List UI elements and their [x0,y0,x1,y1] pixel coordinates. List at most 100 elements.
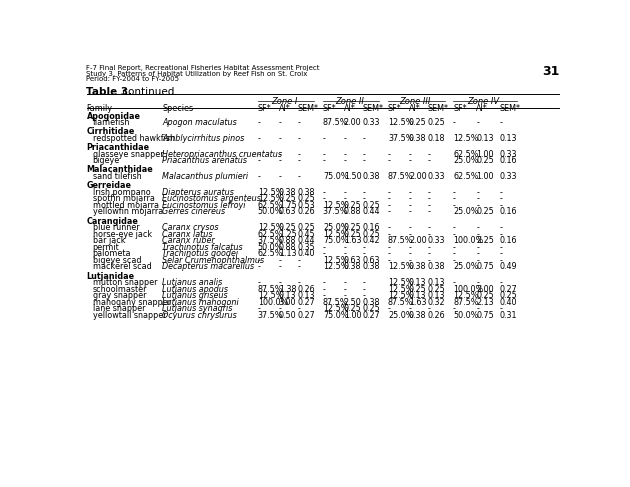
Text: 12.5%: 12.5% [323,304,348,314]
Text: -: - [409,150,412,159]
Text: 0.13: 0.13 [278,291,296,300]
Text: Study 3, Patterns of Habitat Utilization by Reef Fish on St. Croix: Study 3, Patterns of Habitat Utilization… [86,71,308,77]
Text: -: - [297,304,300,314]
Text: -: - [278,118,282,127]
Text: -: - [258,278,261,287]
Text: -: - [258,156,261,165]
Text: 0.38: 0.38 [409,262,427,271]
Text: mutton snapper: mutton snapper [93,278,158,287]
Text: 1.63: 1.63 [409,298,427,307]
Text: -: - [258,262,261,271]
Text: -: - [297,150,300,159]
Text: -: - [344,278,346,287]
Text: 0.38: 0.38 [409,311,427,320]
Text: 1.25: 1.25 [278,230,297,239]
Text: 62.5%: 62.5% [258,201,284,210]
Text: -: - [409,223,412,232]
Text: 0.18: 0.18 [428,134,445,143]
Text: 0.33: 0.33 [428,236,445,245]
Text: 2.00: 2.00 [476,285,494,294]
Text: Table 3.: Table 3. [86,87,133,97]
Text: -: - [453,304,456,314]
Text: -: - [323,249,326,259]
Text: 0.33: 0.33 [362,118,380,127]
Text: -: - [323,194,326,204]
Text: 62.5%: 62.5% [453,150,479,159]
Text: -: - [453,256,456,265]
Text: 0.16: 0.16 [500,236,517,245]
Text: -: - [297,118,300,127]
Text: glasseye snapper: glasseye snapper [93,150,163,159]
Text: 0.33: 0.33 [428,172,445,181]
Text: -: - [428,188,430,197]
Text: -: - [500,243,503,252]
Text: -: - [476,118,479,127]
Text: SF*: SF* [453,104,467,113]
Text: -: - [500,118,503,127]
Text: bar jack: bar jack [93,236,125,245]
Text: SEM*: SEM* [297,104,318,113]
Text: 25.0%: 25.0% [323,223,348,232]
Text: Lutjanus synagris: Lutjanus synagris [163,304,233,314]
Text: -: - [297,156,300,165]
Text: -: - [409,304,412,314]
Text: 75.0%: 75.0% [323,311,348,320]
Text: -: - [388,230,391,239]
Text: Eucinostomus argenteus: Eucinostomus argenteus [163,194,261,204]
Text: 0.88: 0.88 [278,236,296,245]
Text: -: - [362,278,365,287]
Text: continued.: continued. [119,87,178,97]
Text: -: - [500,188,503,197]
Text: 1.38: 1.38 [278,285,296,294]
Text: -: - [258,256,261,265]
Text: 0.25: 0.25 [428,285,445,294]
Text: 12.5%: 12.5% [323,201,348,210]
Text: -: - [388,188,391,197]
Text: 50.0%: 50.0% [258,207,283,216]
Text: 0.44: 0.44 [362,207,380,216]
Text: 0.27: 0.27 [297,311,315,320]
Text: 0.16: 0.16 [500,207,517,216]
Text: -: - [297,262,300,271]
Text: sand tilefish: sand tilefish [93,172,141,181]
Text: 0.33: 0.33 [500,150,517,159]
Text: 0.38: 0.38 [297,188,315,197]
Text: 0.25: 0.25 [344,230,362,239]
Text: -: - [258,150,261,159]
Text: -: - [323,243,326,252]
Text: 0.26: 0.26 [297,207,315,216]
Text: -: - [409,256,412,265]
Text: -: - [453,243,456,252]
Text: 0.27: 0.27 [297,298,315,307]
Text: -: - [409,243,412,252]
Text: F-7 Final Report, Recreational Fisheries Habitat Assessment Project: F-7 Final Report, Recreational Fisheries… [86,65,320,72]
Text: 2.25: 2.25 [476,236,494,245]
Text: gray snapper: gray snapper [93,291,146,300]
Text: 12.5%: 12.5% [388,285,413,294]
Text: Lutjanus griseus: Lutjanus griseus [163,291,228,300]
Text: 0.13: 0.13 [409,291,427,300]
Text: 0.13: 0.13 [476,134,494,143]
Text: -: - [323,150,326,159]
Text: -: - [476,278,479,287]
Text: Lutjanus mahogoni: Lutjanus mahogoni [163,298,239,307]
Text: 0.31: 0.31 [500,311,517,320]
Text: Cirrhitidae: Cirrhitidae [86,128,135,136]
Text: schoolmaster: schoolmaster [93,285,147,294]
Text: 0.25: 0.25 [362,304,380,314]
Text: 1.50: 1.50 [344,172,362,181]
Text: AI*: AI* [409,104,421,113]
Text: -: - [344,156,346,165]
Text: -: - [278,150,282,159]
Text: -: - [344,291,346,300]
Text: -: - [278,156,282,165]
Text: 1.75: 1.75 [278,201,297,210]
Text: Zone II: Zone II [335,97,364,106]
Text: 0.25: 0.25 [409,285,427,294]
Text: -: - [500,201,503,210]
Text: -: - [428,201,430,210]
Text: mackerel scad: mackerel scad [93,262,151,271]
Text: mahogany snapper: mahogany snapper [93,298,171,307]
Text: -: - [500,194,503,204]
Text: 12.5%: 12.5% [323,256,348,265]
